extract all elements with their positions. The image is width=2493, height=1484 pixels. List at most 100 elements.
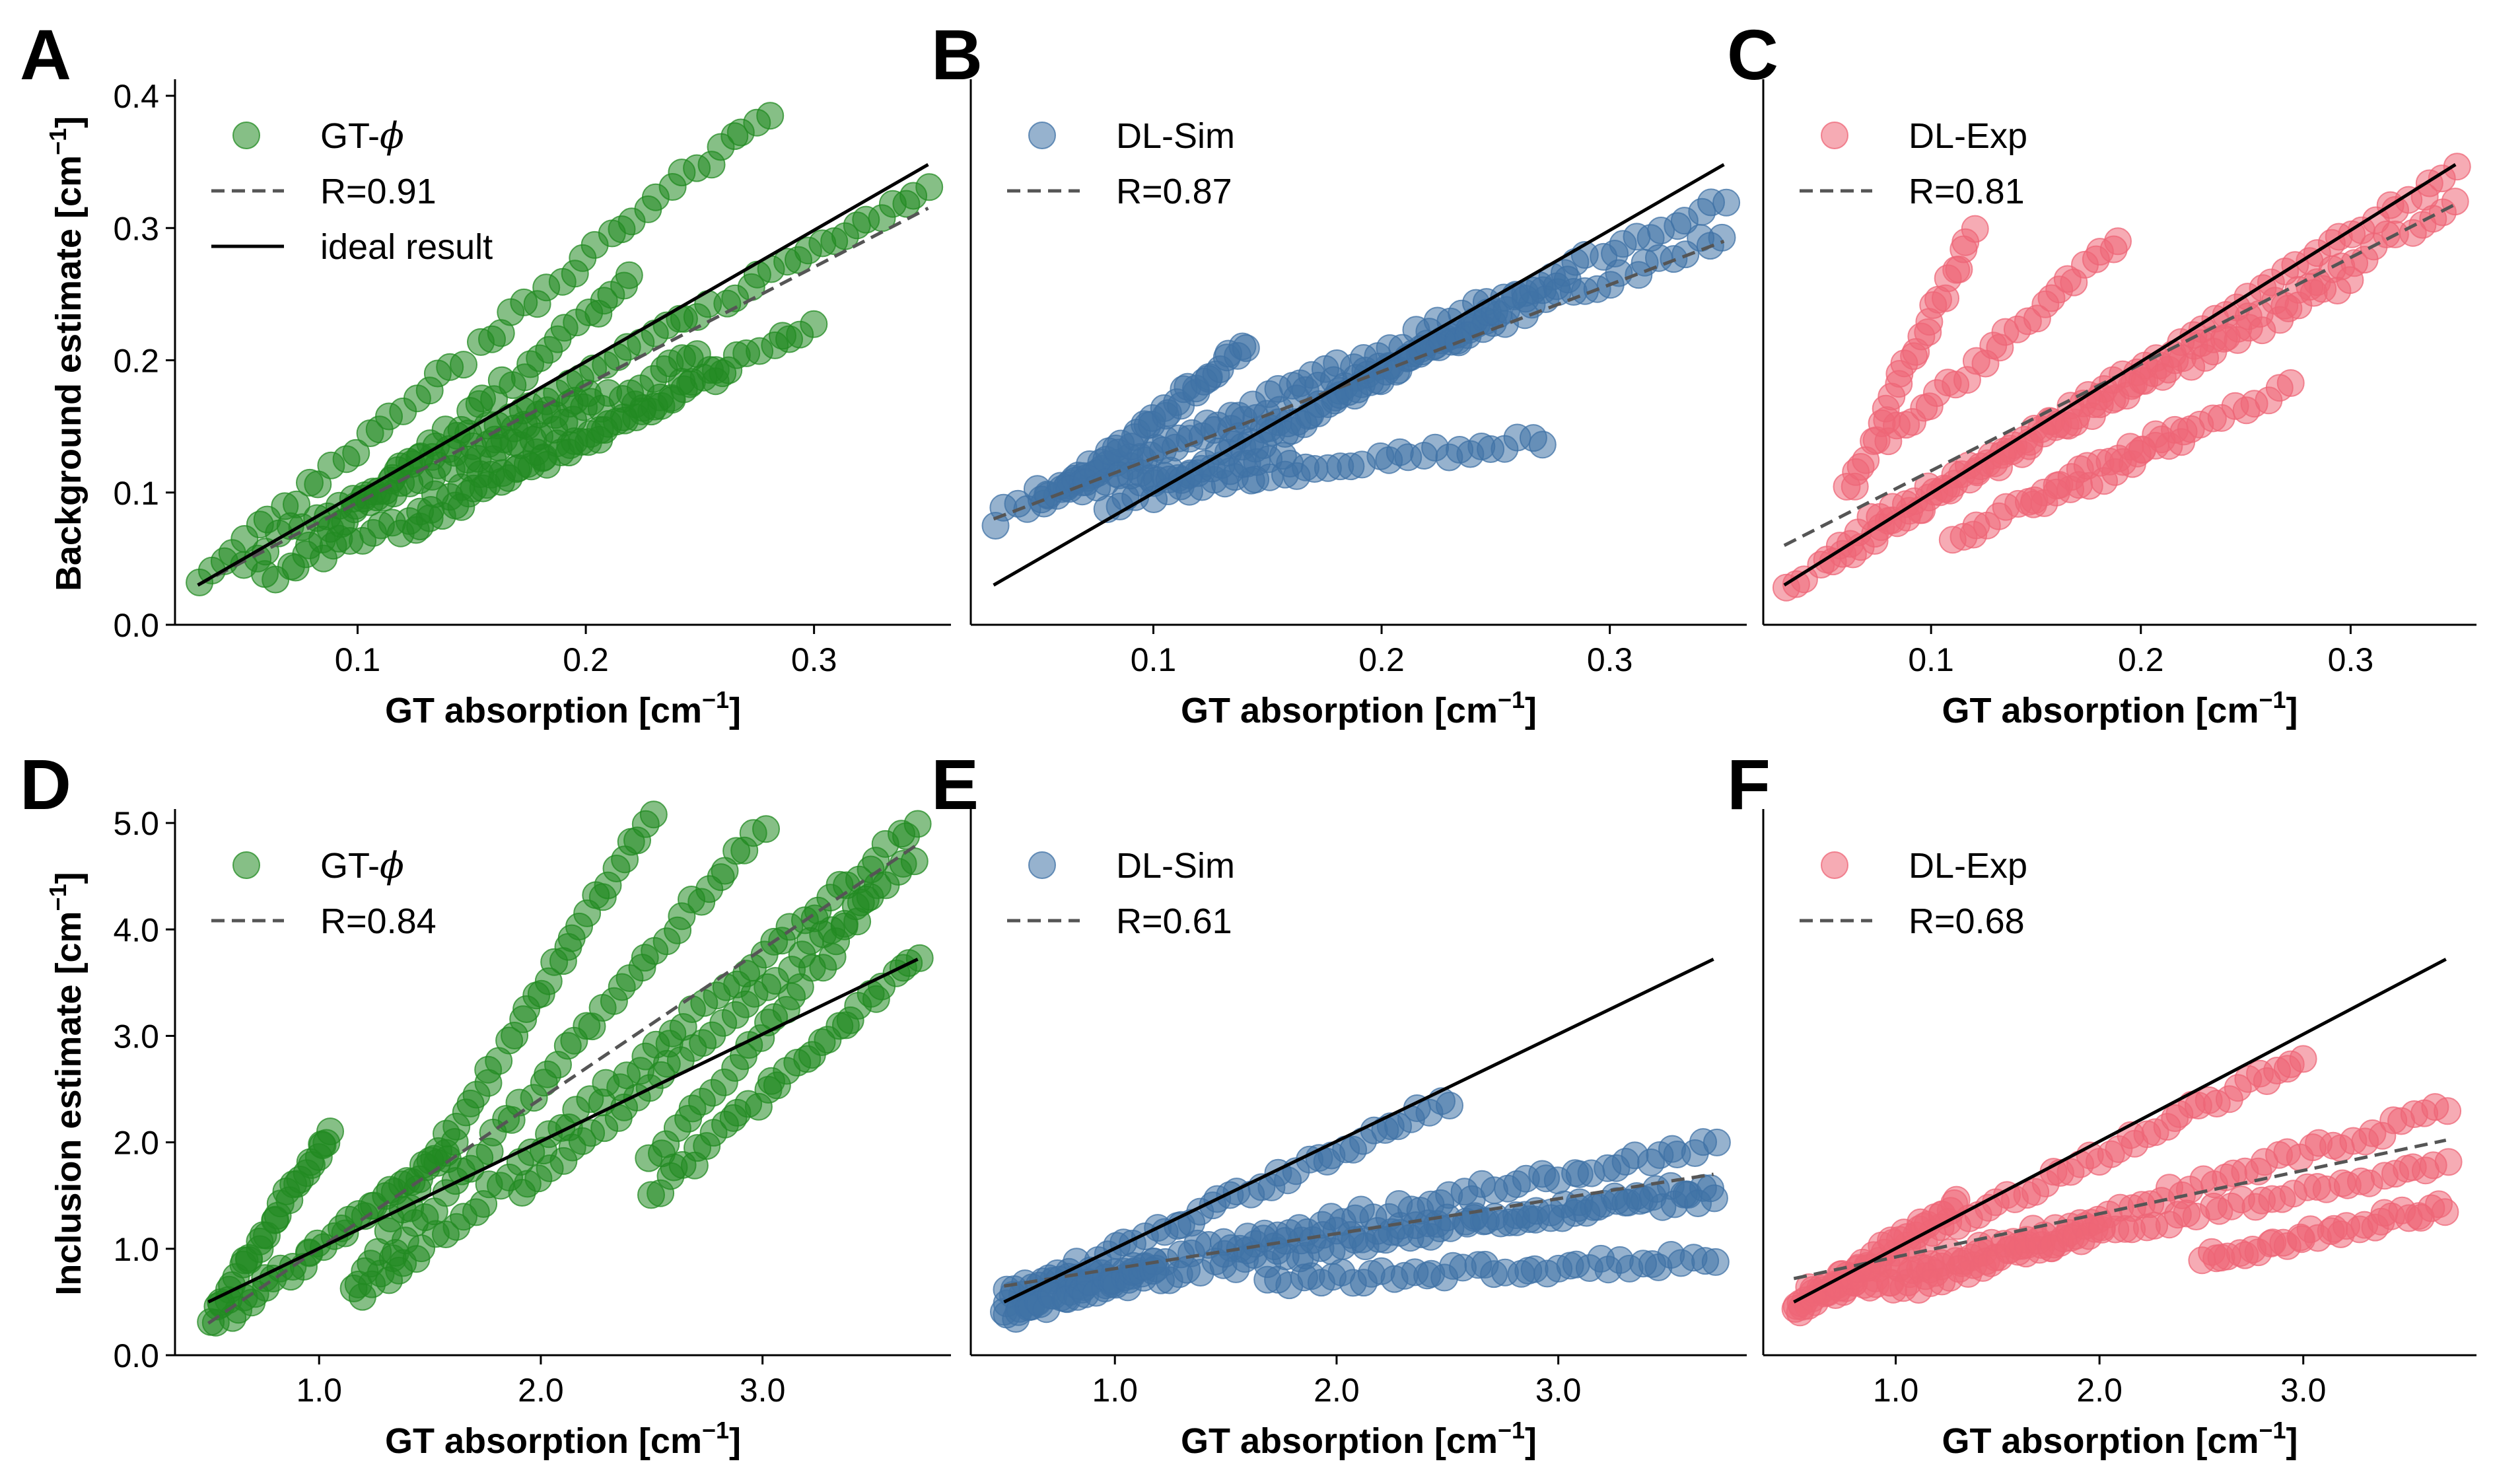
x-axis-label-sup: −1 xyxy=(702,686,729,713)
legend-r-label: R=0.87 xyxy=(1116,172,1232,211)
x-axis-label-text: GT absorption [cm xyxy=(1181,1421,1498,1461)
y-axis-label-sup: −1 xyxy=(44,128,71,155)
x-axis-label-text: GT absorption [cm xyxy=(385,1421,702,1461)
x-tick-label: 3.0 xyxy=(740,1372,786,1409)
data-point xyxy=(905,944,934,972)
x-axis-label-end: ] xyxy=(1525,691,1537,730)
data-point xyxy=(2434,1148,2463,1176)
y-tick-label: 0.4 xyxy=(113,78,159,115)
scatter-points xyxy=(990,1087,1731,1333)
legend-r-label: R=0.61 xyxy=(1116,901,1232,941)
y-tick-label: 3.0 xyxy=(113,1018,159,1055)
x-axis-label-sup: −1 xyxy=(2259,1417,2286,1444)
x-axis-label-text: GT absorption [cm xyxy=(1181,691,1498,730)
y-tick-label: 0.3 xyxy=(113,210,159,247)
data-point xyxy=(1232,334,1260,363)
y-axis-label-text: Background estimate [cm xyxy=(49,155,88,591)
data-point xyxy=(2431,1198,2459,1226)
legend: DL-Exp R=0.68 xyxy=(1800,846,2027,941)
data-point xyxy=(2434,1097,2462,1125)
legend-series-label: DL-Exp xyxy=(1909,846,2027,886)
panel-f: F1.0 2.0 3.0GT absorption [cm−1]DL-ExpR=0.… xyxy=(1727,744,2476,1461)
y-tick-label: 5.0 xyxy=(113,805,159,842)
data-point xyxy=(2289,1045,2317,1073)
legend-series-symbol: ϕ xyxy=(380,115,404,157)
x-tick-label: 3.0 xyxy=(1535,1372,1582,1409)
data-point xyxy=(316,1117,344,1146)
x-axis-label: GT absorption [cm−1] xyxy=(385,1417,741,1461)
x-tick-label: 0.1 xyxy=(1908,641,1954,678)
legend-series-label: DL-Exp xyxy=(1909,116,2027,156)
legend-marker xyxy=(1821,122,1848,149)
data-point xyxy=(342,439,370,467)
x-axis-label: GT absorption [cm−1] xyxy=(1942,686,2298,730)
y-tick-label: 0.0 xyxy=(113,607,159,644)
x-tick-label: 1.0 xyxy=(296,1372,342,1409)
data-point xyxy=(2276,369,2305,397)
x-axis-label: GT absorption [cm−1] xyxy=(1181,686,1537,730)
data-point xyxy=(1701,1248,1730,1276)
data-point xyxy=(856,883,884,911)
scatter-points xyxy=(197,800,934,1337)
regression-line xyxy=(993,239,1725,521)
y-axis-label-end: ] xyxy=(49,872,88,884)
data-point xyxy=(1276,450,1304,477)
legend-series-label: GT-ϕ xyxy=(320,845,404,886)
y-tick-label: 0.1 xyxy=(113,475,159,512)
data-point xyxy=(800,310,828,338)
data-point xyxy=(2098,386,2126,414)
data-point xyxy=(1942,1185,1971,1214)
data-point xyxy=(756,102,785,130)
x-axis-label-end: ] xyxy=(2286,691,2298,730)
x-axis-label-sup: −1 xyxy=(1498,1417,1525,1444)
data-point xyxy=(1708,223,1736,252)
regression-line xyxy=(1793,1138,2447,1281)
x-tick-label: 1.0 xyxy=(1092,1372,1138,1409)
data-point xyxy=(2104,227,2132,256)
panel-b: B 0.1 0.2 0.3 GT absorption [cm−1] DL-Sim R=0.… xyxy=(931,15,1747,730)
y-tick-label: 2.0 xyxy=(113,1125,159,1162)
y-tick-label: 1.0 xyxy=(113,1231,159,1268)
ideal-line xyxy=(197,162,929,587)
data-point xyxy=(752,815,780,843)
ideal-line xyxy=(993,162,1725,587)
panel-c: C 0.1 0.2 0.3 GT absorption [cm−1] DL-Exp R=0.… xyxy=(1727,15,2476,730)
panel-label-a: A xyxy=(20,15,71,94)
y-tick-label: 4.0 xyxy=(113,911,159,948)
panel-label-b: B xyxy=(931,15,983,94)
x-tick-label: 0.3 xyxy=(791,641,837,678)
ideal-line xyxy=(1783,163,2457,587)
legend-ideal-label: ideal result xyxy=(320,227,493,267)
x-axis-label-sup: −1 xyxy=(1498,686,1525,713)
data-point xyxy=(1553,265,1582,294)
x-axis-label-text: GT absorption [cm xyxy=(1942,691,2259,730)
y-tick-label: 0.2 xyxy=(113,343,159,380)
x-axis-label-end: ] xyxy=(2286,1421,2298,1461)
x-axis-label-sup: −1 xyxy=(702,1417,729,1444)
x-axis-label: GT absorption [cm−1] xyxy=(1181,1417,1537,1461)
legend-series-label: DL-Sim xyxy=(1116,116,1235,156)
data-point xyxy=(639,800,668,829)
y-axis-label-end: ] xyxy=(49,116,88,128)
y-axis-label-sup: −1 xyxy=(44,884,71,911)
x-tick-label: 0.3 xyxy=(1587,641,1633,678)
ideal-line xyxy=(1003,958,1714,1304)
data-point xyxy=(1961,215,1989,243)
data-point xyxy=(903,810,932,838)
x-tick-label: 0.2 xyxy=(1358,641,1405,678)
legend: DL-Sim R=0.61 xyxy=(1007,846,1235,941)
data-point xyxy=(1712,188,1741,217)
data-point xyxy=(683,340,711,369)
data-point xyxy=(709,359,737,388)
x-tick-label: 3.0 xyxy=(2280,1372,2327,1409)
data-point xyxy=(450,351,477,379)
legend-marker xyxy=(232,851,260,879)
x-axis-label-end: ] xyxy=(1525,1421,1537,1461)
legend: GT-ϕ R=0.91 ideal result xyxy=(211,115,493,267)
legend: GT-ϕ R=0.84 xyxy=(211,845,437,941)
regression-line xyxy=(1003,1172,1714,1288)
legend-marker xyxy=(1028,122,1056,149)
legend-marker xyxy=(1821,851,1848,879)
x-axis-label-text: GT absorption [cm xyxy=(1942,1421,2259,1461)
